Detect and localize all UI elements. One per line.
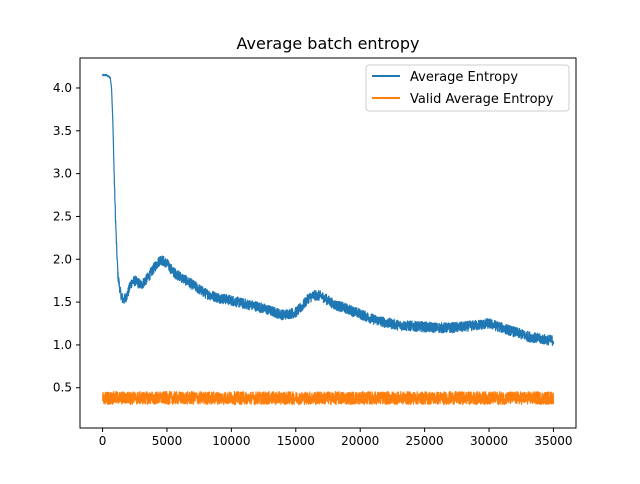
chart-title: Average batch entropy bbox=[237, 34, 420, 53]
y-tick-label: 2.5 bbox=[53, 209, 72, 223]
x-tick-label: 5000 bbox=[152, 434, 183, 448]
y-tick-label: 3.5 bbox=[53, 124, 72, 138]
x-tick-label: 10000 bbox=[212, 434, 250, 448]
y-axis: 0.5 1.0 1.5 2.0 2.5 3.0 3.5 4.0 bbox=[53, 81, 80, 395]
y-tick-label: 1.0 bbox=[53, 338, 72, 352]
x-tick-label: 25000 bbox=[406, 434, 444, 448]
series-line-average-entropy bbox=[101, 73, 555, 347]
legend: Average Entropy Valid Average Entropy bbox=[365, 64, 570, 112]
y-tick-label: 0.5 bbox=[53, 381, 72, 395]
x-tick-label: 0 bbox=[99, 434, 107, 448]
legend-label-average-entropy: Average Entropy bbox=[410, 70, 518, 85]
legend-frame bbox=[365, 64, 570, 112]
y-tick-label: 3.0 bbox=[53, 167, 72, 181]
plot-area bbox=[79, 57, 577, 429]
x-tick-label: 35000 bbox=[534, 434, 572, 448]
y-tick-label: 1.5 bbox=[53, 295, 72, 309]
legend-label-valid-average-entropy: Valid Average Entropy bbox=[410, 92, 554, 107]
y-tick-label: 4.0 bbox=[53, 81, 72, 95]
x-tick-label: 20000 bbox=[341, 434, 379, 448]
x-axis: 0 5000 10000 15000 20000 25000 30000 35000 bbox=[99, 428, 573, 448]
x-tick-label: 30000 bbox=[470, 434, 508, 448]
x-tick-label: 15000 bbox=[277, 434, 315, 448]
y-tick-label: 2.0 bbox=[53, 252, 72, 266]
series-line-valid-average-entropy bbox=[101, 391, 555, 406]
plot-frame bbox=[79, 57, 577, 429]
